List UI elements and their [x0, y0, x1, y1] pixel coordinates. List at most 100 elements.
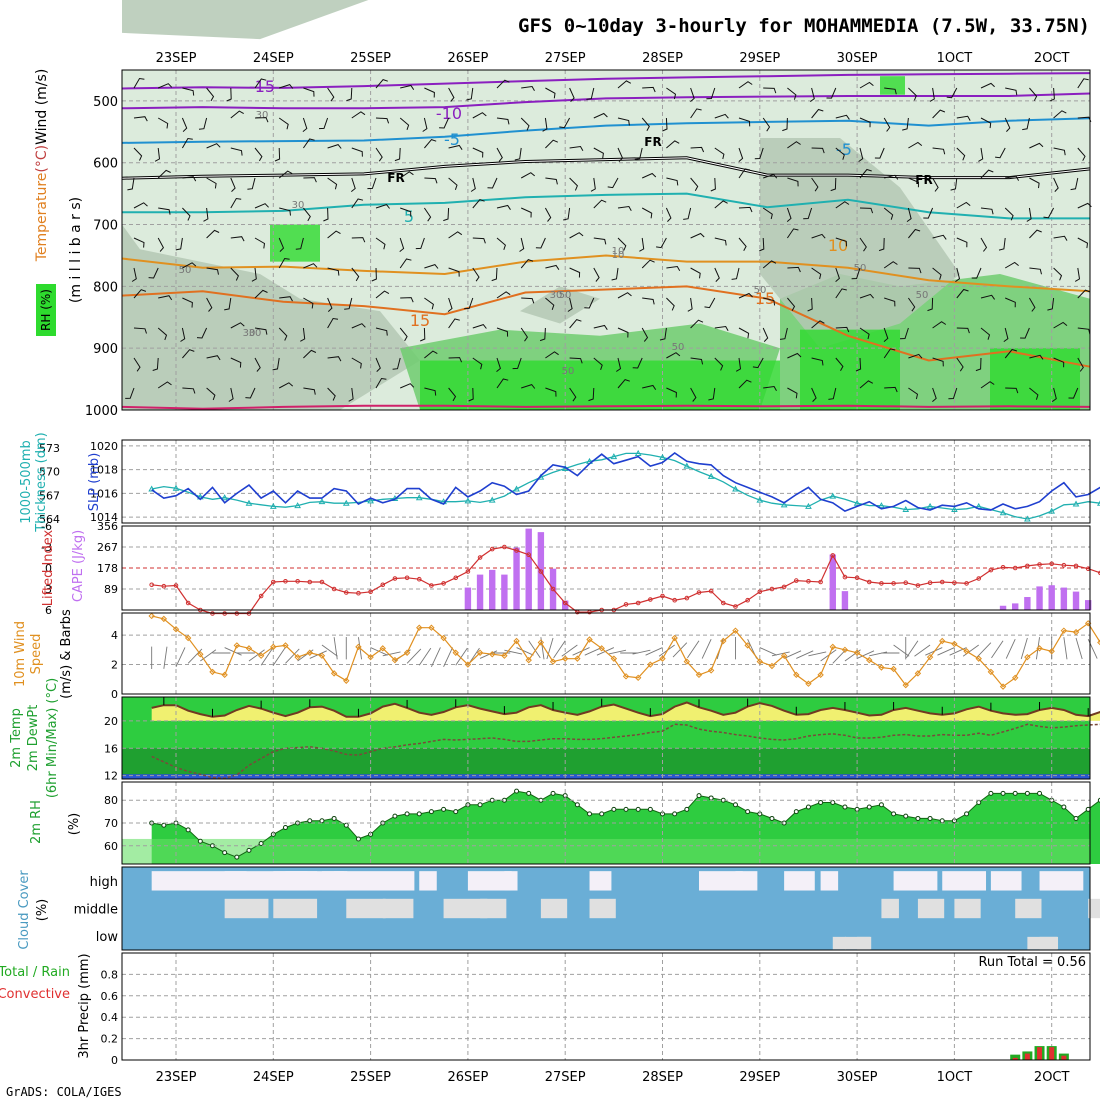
wind10-point: [999, 683, 1007, 690]
wind-barb: [545, 177, 558, 185]
wind-barb: [206, 355, 221, 361]
cloud-frame: [121, 866, 1091, 951]
wind-barb: [424, 387, 437, 396]
wind-barb: [738, 237, 747, 252]
wind10-point: [561, 655, 569, 662]
wind-barb: [327, 267, 340, 276]
rh-point: [976, 800, 982, 805]
rh-legend-label: RH (%): [39, 289, 53, 331]
wind-barb: [206, 229, 220, 239]
wind-barb: [133, 327, 147, 334]
top-date-30SEP: 30SEP: [837, 51, 878, 66]
wind-barb: [569, 87, 575, 102]
wind-barb: [641, 259, 655, 269]
wind-barb: [1003, 327, 1009, 343]
wind-barb: [666, 140, 680, 149]
li-point: [185, 600, 191, 606]
thickness-point: [148, 485, 156, 492]
wind-barb: [738, 327, 750, 339]
wind-barb: [567, 297, 573, 312]
wind-barb: [803, 207, 813, 220]
wind-barb: [659, 327, 667, 341]
wind-barb: [496, 327, 509, 337]
rh-low-band: [122, 838, 1090, 864]
wind-barb: [303, 297, 314, 309]
pressure-tick-700: 700: [93, 219, 118, 234]
wind-barb: [226, 87, 232, 102]
wind-barb: [617, 237, 627, 251]
rh-point: [684, 806, 690, 812]
rh-point: [635, 806, 641, 812]
wind-barb: [181, 117, 188, 132]
wind10-point: [343, 677, 350, 684]
wind-barb: [617, 117, 630, 126]
thickness-point: [513, 485, 520, 492]
wind10-point: [318, 652, 326, 659]
wind-barb: [545, 264, 560, 270]
wind10-barb: [553, 640, 566, 659]
wind-barb: [351, 267, 360, 282]
wind-barb: [811, 357, 824, 366]
li-point: [271, 579, 276, 585]
wind-barb: [835, 288, 847, 299]
top-date-24SEP: 24SEP: [253, 51, 294, 66]
wind-barb: [980, 169, 994, 179]
wind-barb: [472, 357, 483, 370]
wind10-barb: [200, 649, 217, 662]
rh-point: [428, 809, 434, 815]
li-point: [283, 579, 288, 584]
wind-barb: [642, 297, 655, 305]
rh2m-panel: 60 70 80 2m RH (%): [29, 782, 1100, 864]
li-tick-3: 3: [45, 583, 52, 596]
rh-point: [927, 815, 933, 821]
wind10-point: [537, 639, 545, 646]
wind-barb: [1022, 117, 1030, 131]
wind-barb: [826, 87, 837, 99]
wind-barb: [1077, 78, 1089, 89]
rh-point: [258, 841, 264, 846]
thickness-point: [805, 502, 812, 509]
wind10-barb: [771, 651, 790, 657]
wind10-barb: [856, 650, 875, 659]
isotherm-label-4: FR: [387, 171, 404, 185]
wind-barb: [1047, 297, 1055, 311]
wind-barb: [1028, 297, 1036, 312]
wind-barb: [496, 378, 509, 389]
wind-barb: [1070, 177, 1079, 191]
wind-barb: [351, 237, 366, 243]
wind-barb: [448, 267, 460, 277]
wind10-barb: [869, 651, 888, 657]
wind-barb: [859, 293, 874, 299]
wind10-barb: [687, 640, 700, 659]
rh-point: [404, 811, 410, 817]
li-point: [891, 581, 896, 586]
wind-barb: [710, 177, 716, 192]
wind10-barb: [260, 647, 274, 666]
rh-point: [355, 836, 361, 842]
wind10-point: [476, 649, 484, 656]
precip-frame: [121, 952, 1091, 1061]
rh-tick-70: 70: [104, 817, 118, 830]
bottom-date-30SEP: 30SEP: [837, 1070, 878, 1085]
isotherm-0: [121, 72, 1091, 90]
wind-barb: [593, 267, 600, 282]
wind-barb: [569, 267, 581, 278]
wind-tick-2: 2: [111, 659, 118, 672]
wind-barb: [593, 147, 604, 159]
wind-barb: [254, 237, 266, 249]
wind-barb: [230, 110, 244, 119]
wind-barb: [448, 87, 455, 102]
wind10-point: [622, 673, 630, 680]
wind-barb: [948, 387, 958, 400]
precip-conv-bar: [1061, 1055, 1067, 1060]
li-point: [976, 576, 982, 581]
thickness-point: [488, 496, 496, 503]
wind-barb: [593, 199, 607, 209]
rh-point: [550, 790, 556, 796]
wind-barb: [206, 87, 215, 102]
wind10-point: [683, 658, 691, 665]
isotherm-4: [122, 192, 1090, 220]
wind10-point: [720, 637, 727, 645]
wind-barb: [279, 296, 293, 302]
